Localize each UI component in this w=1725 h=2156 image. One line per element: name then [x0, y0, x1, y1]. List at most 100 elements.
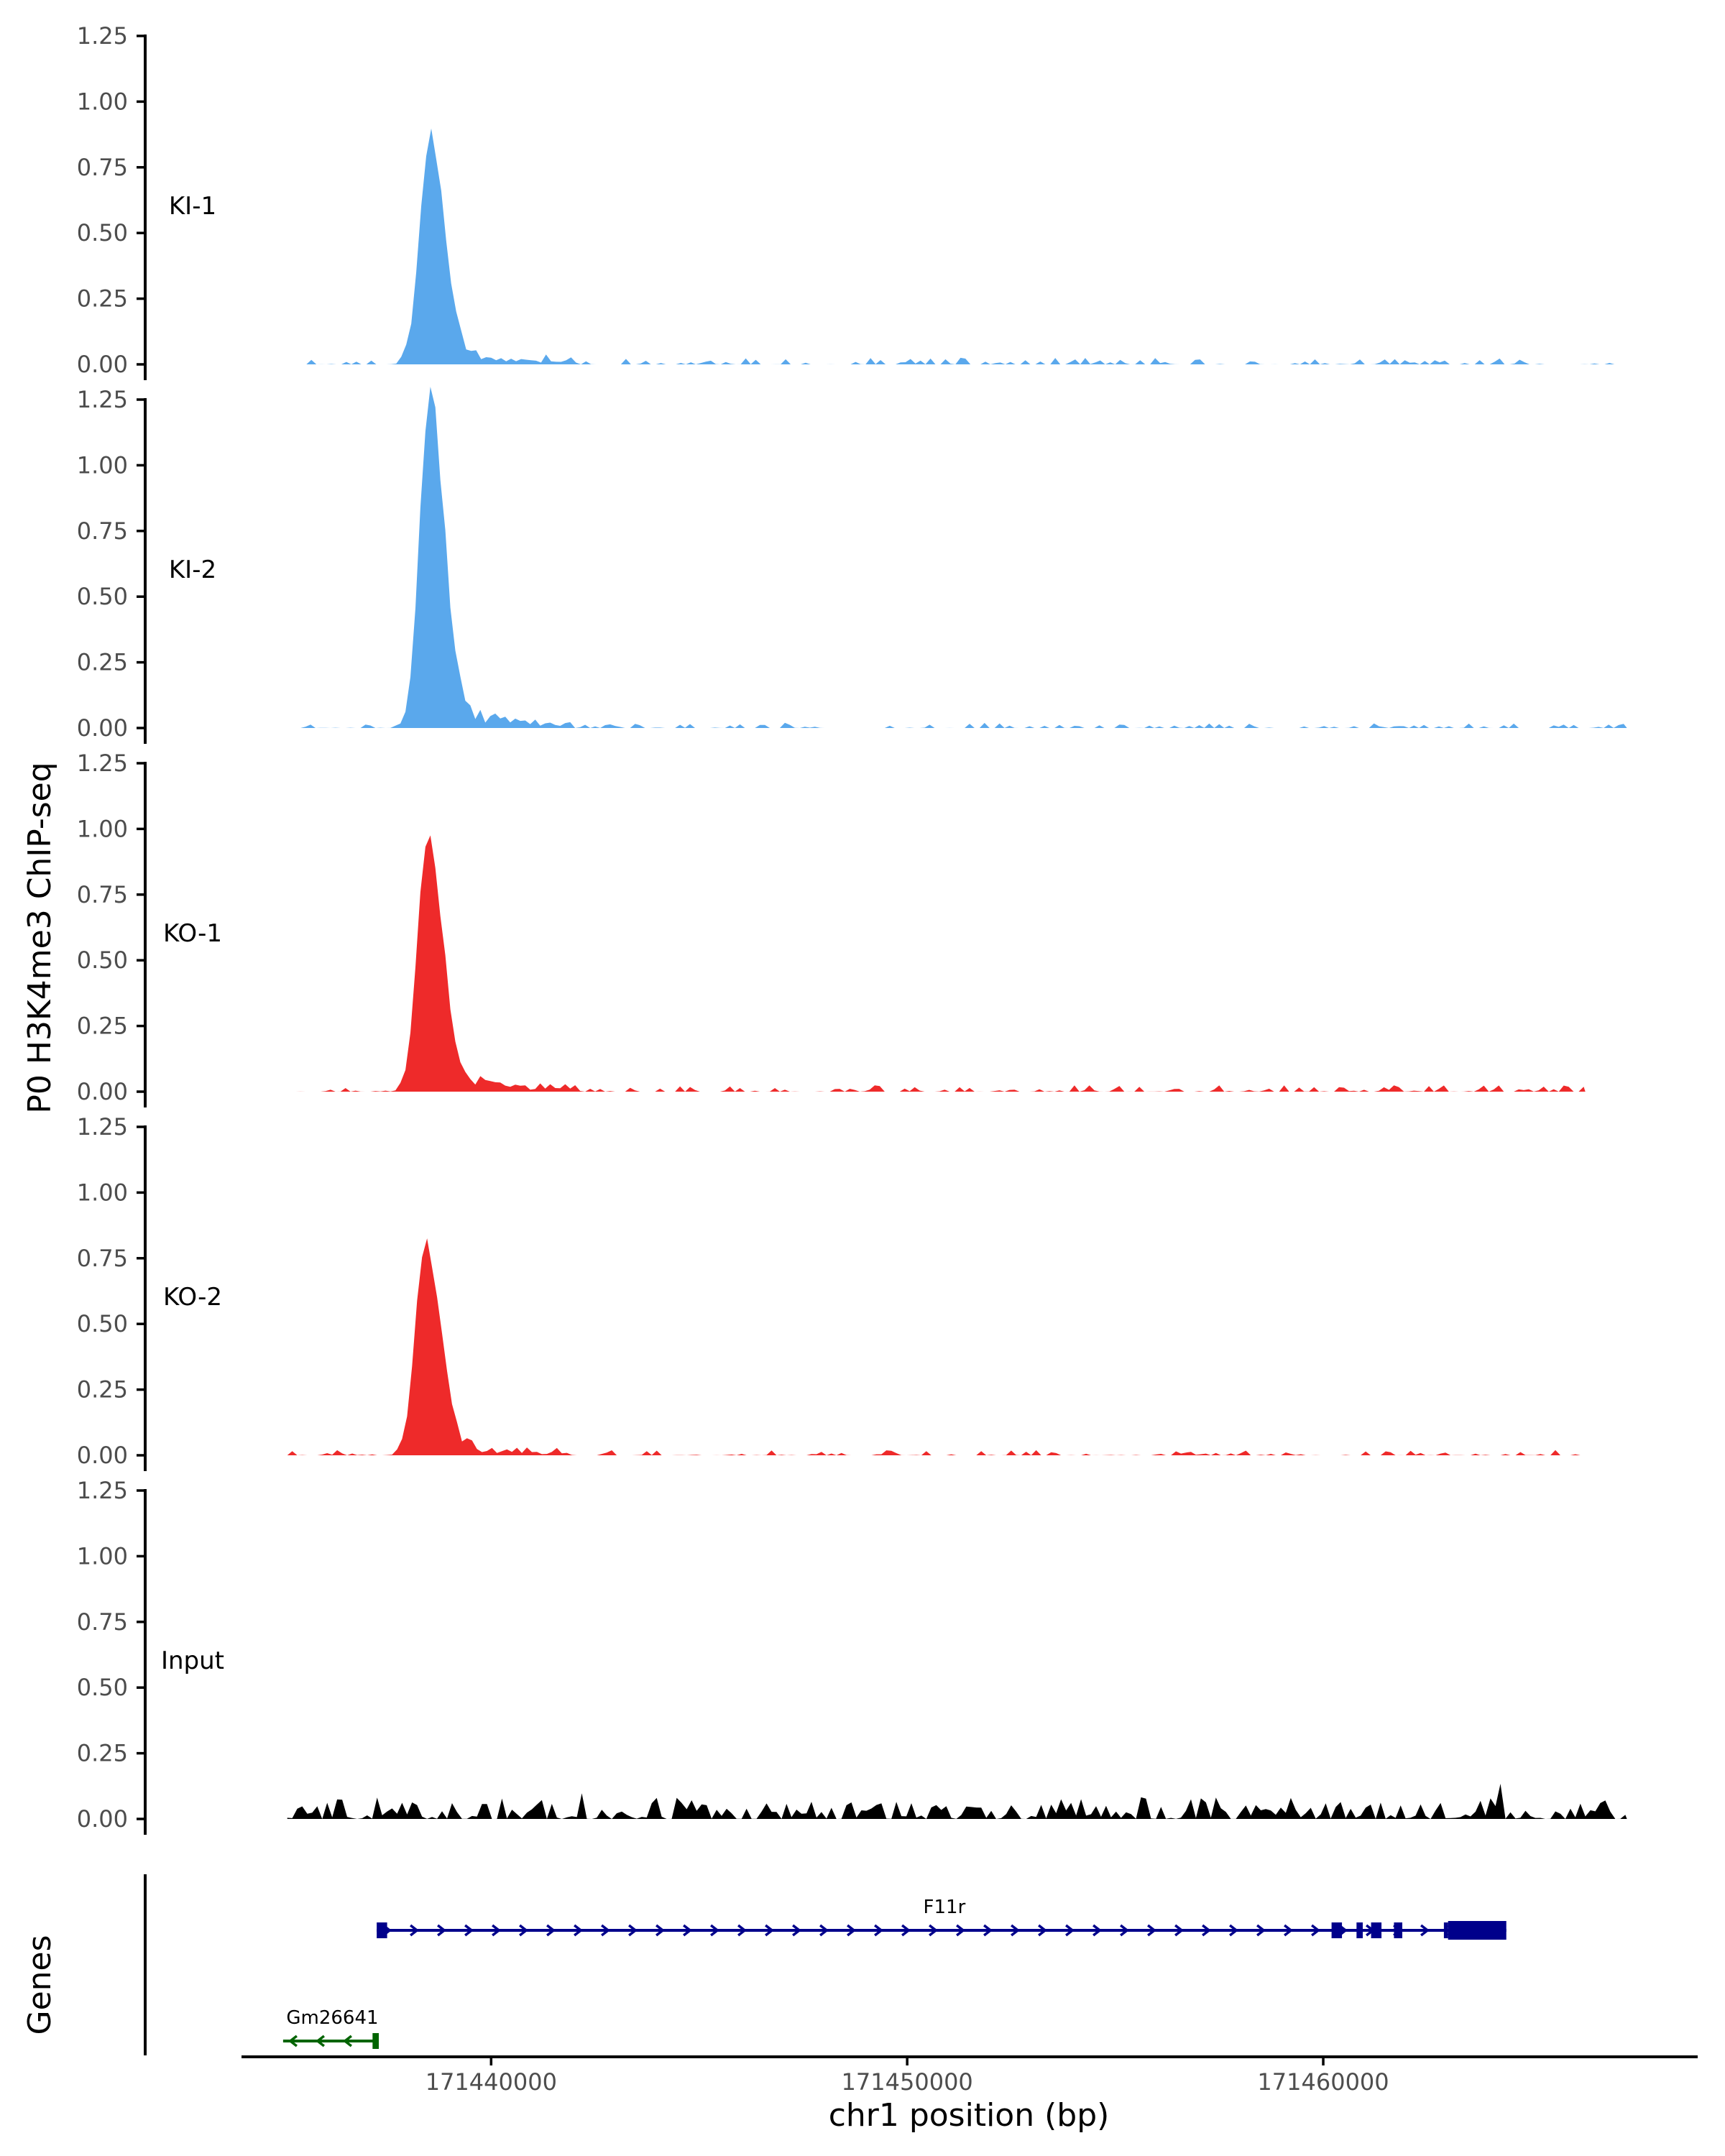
strand-arrow [710, 1924, 719, 1937]
y-tick-label: 1.00 [77, 1542, 128, 1570]
y-tick-label: 0.75 [77, 881, 128, 908]
exon [1371, 1922, 1382, 1938]
strand-arrow [1011, 1924, 1020, 1937]
strand-arrow [929, 1924, 938, 1937]
y-tick-label: 1.00 [77, 88, 128, 115]
strand-arrow [1284, 1924, 1293, 1937]
exon [1356, 1922, 1363, 1938]
strand-arrow [1147, 1924, 1156, 1937]
strand-arrow [437, 1924, 446, 1937]
exon [377, 1922, 387, 1938]
strand-arrow [1092, 1924, 1102, 1937]
y-tick-label: 0.75 [77, 154, 128, 181]
y-tick-label: 0.75 [77, 517, 128, 545]
signal-area-ki-1 [291, 128, 1615, 364]
strand-arrow [956, 1924, 965, 1937]
y-tick-label: 0.25 [77, 1013, 128, 1040]
y-tick-label: 1.25 [77, 750, 128, 777]
strand-arrow [464, 1924, 474, 1937]
y-tick-label: 0.75 [77, 1245, 128, 1272]
y-tick-label: 0.25 [77, 1376, 128, 1404]
x-tick-label: 171450000 [842, 2068, 973, 2096]
tracks-group: 0.00 0.25 0.50 0.75 1.00 1.25 KI-1 0.00 0.25 0.50… [77, 22, 1627, 1835]
y-tick-label: 0.50 [77, 946, 128, 974]
strand-arrow [1174, 1924, 1184, 1937]
strand-arrow [492, 1924, 501, 1937]
track-ko-2: 0.00 0.25 0.50 0.75 1.00 1.25 KO-2 [77, 1113, 1586, 1471]
x-tick-label: 171440000 [426, 2068, 557, 2096]
strand-arrow [819, 1924, 829, 1937]
strand-arrow [847, 1924, 856, 1937]
strand-arrow [901, 1924, 911, 1937]
track-label-ko-2: KO-2 [163, 1283, 222, 1312]
strand-arrow [1038, 1924, 1047, 1937]
track-label-ki-1: KI-1 [169, 192, 216, 221]
y-tick-label: 0.50 [77, 1674, 128, 1701]
strand-arrow [1311, 1924, 1320, 1937]
strand-arrow [316, 2035, 325, 2047]
exon [1394, 1922, 1403, 1938]
x-axis-title: chr1 position (bp) [829, 2097, 1110, 2134]
strand-arrow [1420, 1924, 1430, 1937]
strand-arrow [601, 1924, 610, 1937]
y-tick-label: 1.25 [77, 1477, 128, 1504]
strand-arrow [1229, 1924, 1238, 1937]
gene-label-f11r: F11r [924, 1897, 966, 1918]
signal-area-ko-2 [287, 1238, 1586, 1455]
y-tick-label: 0.50 [77, 219, 128, 247]
y-tick-label: 1.25 [77, 1113, 128, 1141]
strand-arrow [574, 1924, 583, 1937]
strand-arrow [1120, 1924, 1129, 1937]
y-tick-label: 0.00 [77, 1805, 128, 1833]
strand-arrow [410, 1924, 419, 1937]
track-ko-1: 0.00 0.25 0.50 0.75 1.00 1.25 KO-1 [77, 750, 1586, 1107]
y-tick-label: 0.00 [77, 714, 128, 742]
strand-arrow [792, 1924, 801, 1937]
signal-area-input [287, 1784, 1627, 1819]
y-tick-label: 0.00 [77, 351, 128, 378]
track-ki-2: 0.00 0.25 0.50 0.75 1.00 1.25 KI-2 [77, 386, 1627, 744]
strand-arrow [519, 1924, 528, 1937]
y-tick-label: 0.50 [77, 583, 128, 610]
y-tick-label: 0.25 [77, 649, 128, 676]
strand-arrow [546, 1924, 556, 1937]
signal-area-ki-2 [295, 387, 1627, 728]
y-tick-label: 0.00 [77, 1442, 128, 1469]
track-label-input: Input [161, 1646, 224, 1675]
strand-arrow [1065, 1924, 1075, 1937]
y-tick-label: 0.00 [77, 1078, 128, 1105]
strand-arrow [874, 1924, 883, 1937]
exon [1443, 1922, 1448, 1938]
y-tick-label: 1.25 [77, 386, 128, 413]
y-tick-label: 1.25 [77, 22, 128, 50]
track-label-ko-1: KO-1 [163, 919, 222, 948]
gene-label-gm26641: Gm26641 [286, 2007, 378, 2029]
signal-area-ko-1 [295, 835, 1586, 1092]
x-axis: 171440000 171450000 171460000 [242, 2055, 1698, 2096]
genes-axis-title: Genes [22, 1935, 58, 2035]
strand-arrow [656, 1924, 665, 1937]
y-tick-label: 0.25 [77, 285, 128, 313]
strand-arrow [288, 2035, 298, 2047]
y-tick-label: 0.50 [77, 1310, 128, 1337]
y-axis-title: P0 H3K4me3 ChIP-seq [22, 762, 58, 1113]
strand-arrow [765, 1924, 774, 1937]
strand-arrow [628, 1924, 638, 1937]
genes-panel: F11r Gm26641 [144, 1874, 1506, 2055]
strand-arrow [983, 1924, 993, 1937]
strand-arrow [683, 1924, 692, 1937]
strand-arrow [737, 1924, 747, 1937]
exon [1331, 1922, 1343, 1938]
track-input: 0.00 0.25 0.50 0.75 1.00 1.25 Input [77, 1477, 1627, 1835]
gene-gm26641: Gm26641 [282, 2007, 380, 2049]
y-tick-label: 0.75 [77, 1608, 128, 1636]
strand-arrow [1202, 1924, 1211, 1937]
gene-f11r: F11r [377, 1897, 1506, 1940]
strand-arrow [1256, 1924, 1266, 1937]
exon [1448, 1921, 1506, 1940]
y-tick-label: 1.00 [77, 451, 128, 479]
track-label-ki-2: KI-2 [169, 556, 216, 584]
strand-arrow [343, 2035, 352, 2047]
x-tick-label: 171460000 [1257, 2068, 1389, 2096]
